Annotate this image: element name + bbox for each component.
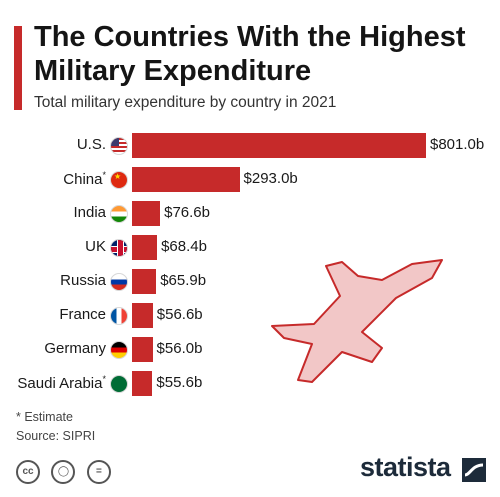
- data-label: $56.6b: [156, 306, 203, 323]
- estimate-note: * Estimate: [16, 410, 73, 424]
- category-label: Russia: [60, 272, 106, 289]
- bar-row: France $56.6b: [0, 298, 500, 332]
- fighter-jet-icon: [271, 259, 443, 383]
- china-flag-icon: ★: [110, 171, 128, 189]
- data-label: $76.6b: [164, 204, 210, 221]
- category-label: France: [59, 306, 106, 323]
- bar-row: UK $68.4b: [0, 230, 500, 264]
- bar-row: Saudi Arabia* $55.6b: [0, 366, 500, 400]
- category-label: India: [73, 204, 106, 221]
- attribution-icon[interactable]: ◯: [51, 460, 76, 484]
- data-label: $65.9b: [160, 272, 207, 289]
- no-derivatives-icon[interactable]: =: [86, 460, 111, 484]
- statista-logo[interactable]: statista: [360, 452, 451, 482]
- statista-logo-mark-icon: [462, 458, 486, 482]
- bar: [132, 371, 153, 396]
- data-label: $55.6b: [156, 374, 203, 391]
- category-label: China*: [63, 170, 106, 188]
- germany-flag-icon: [110, 341, 128, 359]
- category-label: Saudi Arabia*: [17, 374, 106, 392]
- bar-row: India $76.6b: [0, 196, 500, 230]
- data-label: $801.0b: [430, 136, 485, 153]
- saudi-arabia-flag-icon: [110, 375, 128, 393]
- data-label: $68.4b: [161, 238, 207, 255]
- france-flag-icon: [110, 307, 128, 325]
- bar: [132, 303, 153, 328]
- bar-row: U.S. $801.0b: [0, 128, 500, 162]
- source-note: Source: SIPRI: [16, 429, 96, 443]
- creative-commons-icon[interactable]: cc: [16, 460, 40, 484]
- category-label: U.S.: [76, 136, 106, 153]
- category-label: UK: [85, 238, 106, 255]
- india-flag-icon: [110, 205, 128, 223]
- russia-flag-icon: [110, 273, 128, 291]
- us-flag-icon: [110, 137, 128, 155]
- bar-row: Germany $56.0b: [0, 332, 500, 366]
- license-icons: cc ◯ =: [16, 460, 118, 484]
- bar-chart: U.S. $801.0b China* ★ $293.0b India $76.6b UK $6…: [0, 128, 500, 398]
- bar-row: Russia $65.9b: [0, 264, 500, 298]
- data-label: $56.0b: [156, 340, 203, 357]
- bar: [132, 133, 426, 158]
- bar: [132, 201, 161, 226]
- uk-flag-icon: [110, 239, 128, 257]
- data-label: $293.0b: [243, 170, 298, 187]
- bar-row: China* ★ $293.0b: [0, 162, 500, 196]
- bar: [132, 337, 153, 362]
- title-accent-bar: [14, 26, 22, 110]
- chart-subtitle: Total military expenditure by country in…: [34, 94, 337, 111]
- bar: [132, 269, 157, 294]
- footnote: * Estimate Source: SIPRI: [16, 408, 95, 446]
- bar: [132, 235, 158, 260]
- chart-title: The Countries With the Highest Military …: [34, 21, 466, 87]
- bar: [132, 167, 240, 192]
- category-label: Germany: [44, 340, 106, 357]
